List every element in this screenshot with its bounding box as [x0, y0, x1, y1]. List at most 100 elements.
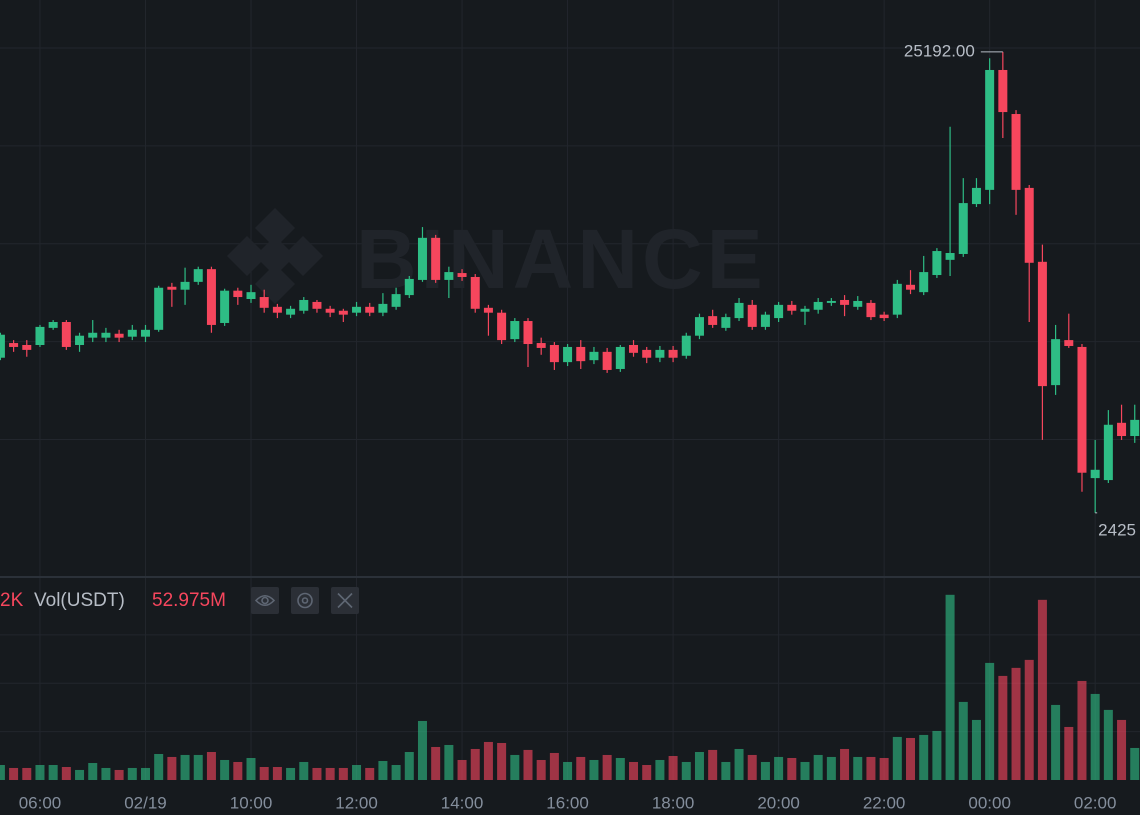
volume-bar	[629, 761, 639, 780]
volume-bar	[154, 753, 164, 780]
volume-bar	[1037, 599, 1047, 780]
candle-body	[312, 301, 322, 309]
volume-bar	[483, 741, 493, 780]
volume-bar	[193, 754, 203, 780]
volume-bar	[985, 662, 995, 780]
volume-bar	[747, 754, 757, 780]
candle-body	[457, 273, 467, 277]
volume-bar	[787, 757, 797, 780]
volume-bar	[220, 759, 230, 780]
candle-body	[391, 294, 401, 307]
candle-body	[840, 299, 850, 305]
volume-name: Vol(USDT)	[34, 590, 125, 611]
volume-bar	[365, 767, 375, 780]
candle-body	[22, 345, 32, 350]
volume-bar	[167, 756, 177, 780]
candle-body	[1051, 339, 1061, 386]
volume-bar	[299, 761, 309, 780]
volume-bar	[180, 754, 190, 780]
candle-body	[259, 297, 269, 308]
candle-body	[708, 316, 718, 325]
candle-body	[114, 333, 124, 338]
volume-bar	[391, 765, 401, 780]
candle-body	[299, 299, 309, 311]
candle-body	[233, 290, 243, 298]
volume-bar	[840, 748, 850, 780]
candle-body	[932, 251, 942, 276]
candle-body	[892, 283, 902, 315]
volume-bar	[1051, 704, 1061, 780]
volume-bar	[246, 757, 256, 780]
candle-body	[154, 287, 164, 330]
candle-body	[220, 290, 230, 323]
volume-bar	[813, 754, 823, 780]
volume-bar	[35, 765, 45, 780]
volume-bar	[1103, 709, 1113, 780]
volume-bar	[734, 748, 744, 780]
gear-center[interactable]	[301, 597, 309, 604]
candle-body	[206, 269, 216, 325]
eye-icon[interactable]	[254, 594, 276, 607]
candle-body	[378, 303, 388, 313]
candle-body	[721, 317, 731, 328]
volume-bar	[510, 754, 520, 780]
volume-bar	[945, 594, 955, 780]
volume-legend: 2K Vol(USDT) 52.975M	[0, 587, 359, 614]
x-tick-label: 12:00	[335, 793, 378, 812]
volume-bar	[312, 767, 322, 780]
close-icon[interactable]	[337, 592, 353, 609]
candle-body	[655, 349, 665, 358]
volume-bar	[906, 737, 916, 780]
candle-body	[589, 351, 599, 361]
close-button[interactable]	[331, 587, 359, 614]
candle-body	[127, 329, 137, 337]
candle-body	[774, 304, 784, 319]
eye-button-bg[interactable]	[251, 587, 279, 614]
volume-bar	[576, 756, 586, 780]
candles	[0, 51, 1140, 513]
volume-bar	[417, 720, 427, 780]
x-tick-label: 06:00	[19, 793, 62, 812]
candle-body	[0, 334, 5, 358]
candle-body	[629, 345, 639, 353]
eye-pupil[interactable]	[261, 596, 269, 605]
volume-bar	[497, 742, 507, 780]
volume-bar	[286, 767, 296, 780]
candle-body	[365, 306, 375, 313]
volume-bar	[206, 751, 216, 780]
volume-bar	[444, 744, 454, 780]
gear-icon[interactable]	[297, 592, 313, 609]
volume-bar	[1064, 726, 1074, 780]
settings-button-bg[interactable]	[291, 587, 319, 614]
volume-bar	[378, 761, 388, 780]
candle-body	[563, 346, 573, 363]
candle-body	[1130, 419, 1140, 437]
candle-body	[1117, 422, 1127, 437]
candle-body	[998, 69, 1008, 113]
volume-bar	[563, 761, 573, 780]
settings-button[interactable]	[291, 587, 319, 614]
volume-bar	[879, 757, 889, 780]
candle-body	[1011, 114, 1021, 190]
candle-body	[747, 304, 757, 327]
candle-body	[1037, 261, 1047, 387]
volume-bar	[1011, 667, 1021, 780]
candle-body	[549, 345, 559, 363]
candle-body	[971, 187, 981, 205]
volume-bar	[88, 763, 98, 780]
candle-body	[985, 69, 995, 190]
volume-bar	[589, 759, 599, 780]
volume-bar	[22, 767, 32, 780]
volume-bar	[1024, 659, 1034, 780]
candle-body	[866, 302, 876, 318]
candle-body	[813, 301, 823, 310]
volume-bar	[1117, 719, 1127, 780]
x-tick-label: 02/19	[124, 793, 167, 812]
eye-button[interactable]	[251, 587, 279, 614]
volume-bar	[325, 767, 335, 780]
volume-bar	[602, 754, 612, 780]
candle-body	[906, 284, 916, 290]
candle-body	[404, 278, 414, 296]
x-tick-label: 18:00	[652, 793, 695, 812]
volume-bar	[958, 701, 968, 780]
